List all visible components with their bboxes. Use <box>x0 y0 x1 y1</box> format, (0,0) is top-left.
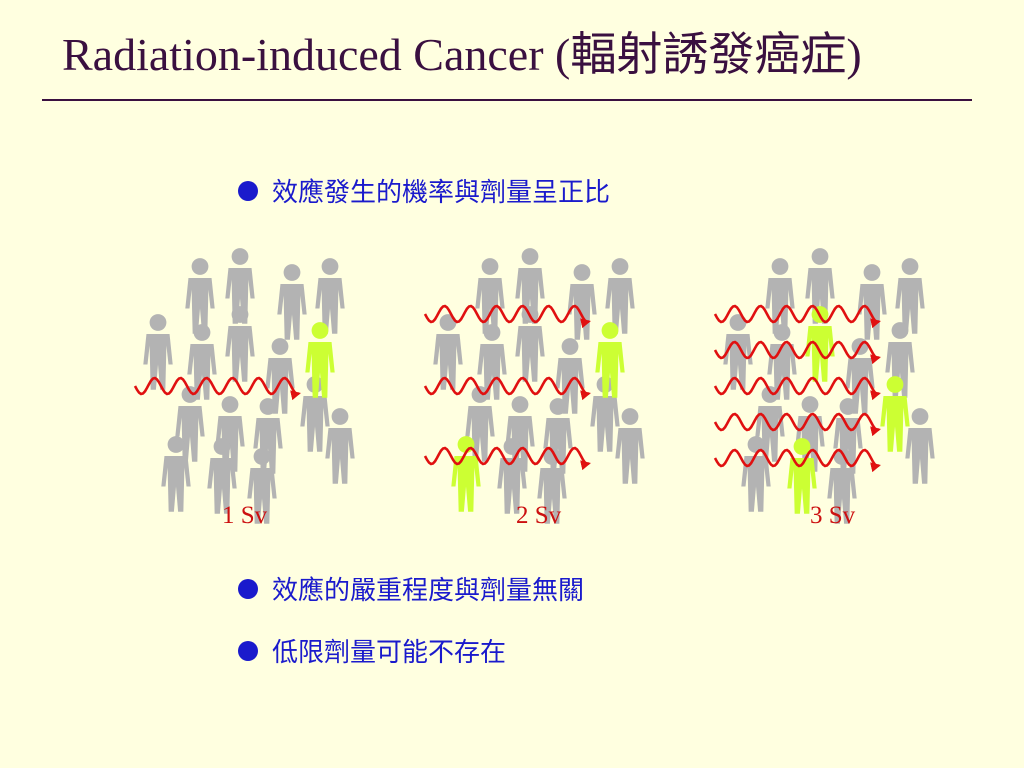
title-divider <box>42 99 972 101</box>
dose-label-2sv: 2 Sv <box>516 502 562 529</box>
radiation-wave-arrow <box>713 412 881 437</box>
person-icon <box>187 324 217 400</box>
bullet-no-threshold: 低限劑量可能不存在 <box>238 632 506 669</box>
person-icon <box>161 436 191 512</box>
person-icon <box>515 248 545 324</box>
person-icon <box>215 396 245 472</box>
person-icon <box>225 248 255 324</box>
person-icon <box>615 408 645 484</box>
bullet-text: 效應發生的機率與劑量呈正比 <box>272 178 611 208</box>
radiation-wave-arrow <box>423 446 591 471</box>
person-icon <box>143 314 173 390</box>
bullet-probability-proportional: 效應發生的機率與劑量呈正比 <box>238 172 610 209</box>
person-icon <box>833 398 863 474</box>
person-icon <box>765 258 795 334</box>
person-icon <box>300 376 330 452</box>
person-icon <box>845 338 875 414</box>
person-icon <box>905 408 935 484</box>
person-icon <box>325 408 355 484</box>
bullet-severity-independent: 效應的嚴重程度與劑量無關 <box>238 570 584 607</box>
bullet-dot-icon <box>238 578 258 599</box>
person-icon <box>465 386 495 462</box>
affected-person-icon <box>595 322 625 398</box>
radiation-wave-arrow <box>713 304 881 329</box>
dose-panel-3 <box>713 248 935 524</box>
person-icon <box>567 264 597 340</box>
person-icon <box>225 306 255 382</box>
person-icon <box>475 258 505 334</box>
radiation-wave-arrow <box>713 448 881 473</box>
person-icon <box>795 396 825 472</box>
bullet-text: 低限劑量可能不存在 <box>272 638 507 668</box>
person-icon <box>175 386 205 462</box>
person-icon <box>723 314 753 390</box>
radiation-wave-arrow <box>713 376 881 401</box>
affected-person-icon <box>451 436 481 512</box>
person-icon <box>185 258 215 334</box>
person-icon <box>505 396 535 472</box>
affected-person-icon <box>805 306 835 382</box>
radiation-wave-arrow <box>133 376 301 401</box>
bullet-dot-icon <box>238 180 258 201</box>
dose-label-3sv: 3 Sv <box>810 502 856 529</box>
person-icon <box>895 258 925 334</box>
person-icon <box>265 338 295 414</box>
person-icon <box>315 258 345 334</box>
person-icon <box>555 338 585 414</box>
dose-panel-1 <box>133 248 355 524</box>
radiation-wave-arrow <box>713 340 881 365</box>
person-icon <box>543 398 573 474</box>
person-icon <box>477 324 507 400</box>
person-icon <box>515 306 545 382</box>
person-icon <box>755 386 785 462</box>
bullet-text: 效應的嚴重程度與劑量無關 <box>272 576 585 606</box>
affected-person-icon <box>305 322 335 398</box>
person-icon <box>741 436 771 512</box>
affected-person-icon <box>880 376 910 452</box>
slide-title: Radiation-induced Cancer (輻射誘發癌症) <box>62 29 862 80</box>
person-icon <box>605 258 635 334</box>
radiation-wave-arrow <box>423 376 591 401</box>
dose-label-1sv: 1 Sv <box>222 502 268 529</box>
person-icon <box>885 322 915 398</box>
person-icon <box>253 398 283 474</box>
person-icon <box>590 376 620 452</box>
radiation-wave-arrow <box>423 304 591 329</box>
bullet-dot-icon <box>238 640 258 661</box>
dose-panel-2 <box>423 248 645 524</box>
person-icon <box>433 314 463 390</box>
person-icon <box>277 264 307 340</box>
person-icon <box>767 324 797 400</box>
person-icon <box>857 264 887 340</box>
person-icon <box>805 248 835 324</box>
